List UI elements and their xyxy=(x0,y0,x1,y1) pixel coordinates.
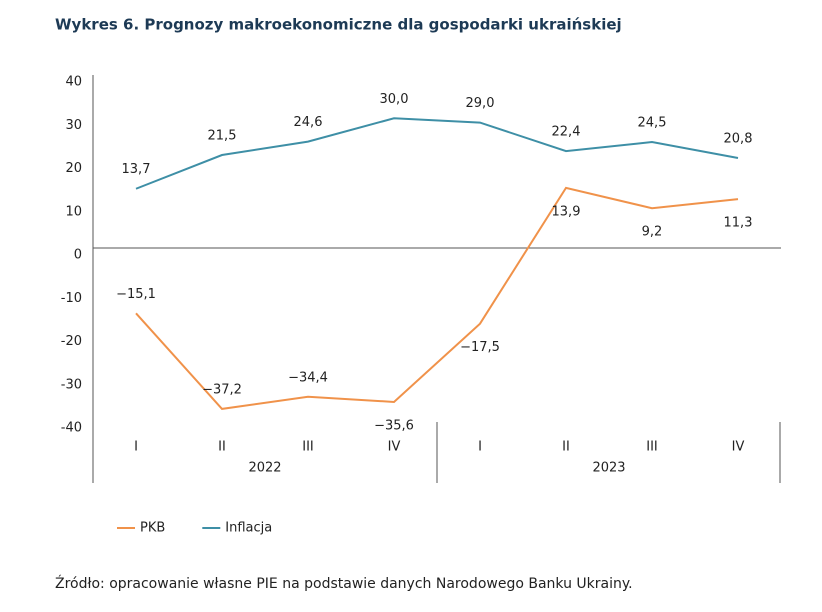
data-label: 29,0 xyxy=(466,96,495,111)
source-note: Źródło: opracowanie własne PIE na podsta… xyxy=(55,574,633,592)
data-label: −37,2 xyxy=(202,382,242,397)
legend-label: PKB xyxy=(140,521,165,536)
legend-label: Inflacja xyxy=(225,521,272,536)
data-label: −15,1 xyxy=(116,287,156,302)
x-tick-label: III xyxy=(302,440,314,455)
y-tick-label: 30 xyxy=(65,118,82,133)
data-label: 21,5 xyxy=(208,129,237,144)
data-label: 24,5 xyxy=(638,116,667,131)
y-tick-label: 40 xyxy=(65,75,82,90)
data-label: 20,8 xyxy=(724,132,753,147)
x-tick-label: IV xyxy=(388,440,401,455)
x-tick-label: III xyxy=(646,440,658,455)
line-series xyxy=(135,117,739,190)
data-label: 11,3 xyxy=(724,216,753,231)
data-label: −35,6 xyxy=(374,418,414,433)
data-label: −17,5 xyxy=(460,340,500,355)
x-tick-label: II xyxy=(562,440,570,455)
y-tick-label: -20 xyxy=(61,334,82,349)
data-label: 13,9 xyxy=(552,204,581,219)
y-tick-label: 10 xyxy=(65,204,82,219)
data-label: −34,4 xyxy=(288,370,328,385)
data-label: 22,4 xyxy=(552,125,581,140)
y-tick-label: -40 xyxy=(61,421,82,436)
data-label: 13,7 xyxy=(122,162,151,177)
data-label: 24,6 xyxy=(294,115,323,130)
x-tick-label: I xyxy=(478,440,482,455)
y-tick-label: 20 xyxy=(65,161,82,176)
x-group-label: 2023 xyxy=(592,461,625,476)
y-tick-label: 0 xyxy=(74,248,82,263)
data-label: 30,0 xyxy=(380,92,409,107)
x-group-label: 2022 xyxy=(248,461,281,476)
x-tick-label: I xyxy=(134,440,138,455)
y-tick-label: -30 xyxy=(61,377,82,392)
chart-title: Wykres 6. Prognozy makroekonomiczne dla … xyxy=(55,16,622,34)
y-tick-label: -10 xyxy=(61,291,82,306)
data-label: 9,2 xyxy=(642,225,663,240)
x-tick-label: II xyxy=(218,440,226,455)
line-series xyxy=(135,186,739,410)
x-tick-label: IV xyxy=(732,440,745,455)
